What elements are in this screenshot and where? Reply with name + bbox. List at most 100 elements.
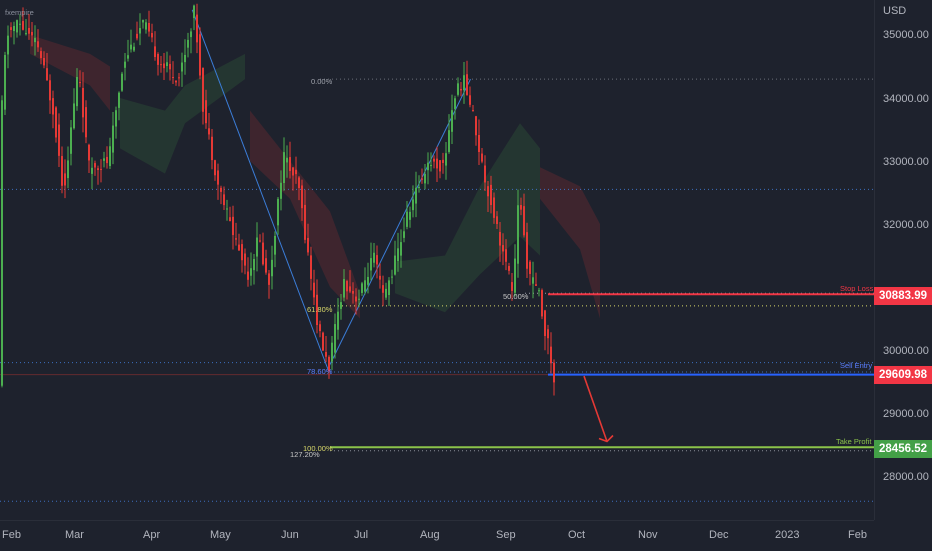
candle-body — [7, 35, 9, 55]
candle-body — [121, 73, 123, 91]
projection-arrow-head — [598, 434, 614, 443]
fib-78-label: 78.60% — [307, 367, 333, 376]
candle-body — [385, 288, 387, 298]
candle-body — [523, 206, 525, 236]
candle-body — [310, 255, 312, 279]
price-axis[interactable]: USD 35000.00 34000.00 33000.00 32000.00 … — [874, 0, 932, 520]
candle-body — [202, 67, 204, 112]
candle-body — [298, 177, 300, 189]
candle-body — [169, 63, 171, 70]
price-tick: 33000.00 — [883, 156, 929, 168]
candle-body — [277, 198, 279, 226]
candle-body — [133, 46, 135, 51]
candle-body — [55, 107, 57, 138]
candle-body — [295, 169, 297, 175]
candle-body — [166, 62, 168, 66]
candle-body — [325, 352, 327, 357]
time-axis[interactable]: Feb Mar Apr May Jun Jul Aug Sep Oct Nov … — [0, 520, 874, 551]
candle-body — [550, 346, 552, 364]
candle-body — [154, 46, 156, 58]
candle-body — [43, 57, 45, 66]
candle-body — [373, 252, 375, 263]
candle-body — [58, 124, 60, 156]
candle-body — [322, 332, 324, 351]
candle-body — [13, 25, 15, 32]
time-tick: Nov — [638, 529, 658, 541]
candle-body — [301, 185, 303, 209]
candle-body — [163, 63, 165, 69]
candle-body — [430, 165, 432, 167]
candle-body — [451, 110, 453, 132]
candle-body — [316, 294, 318, 326]
price-tick: 29000.00 — [883, 408, 929, 420]
candle-body — [463, 75, 465, 91]
candle-body — [304, 204, 306, 240]
cloud-segment — [30, 35, 110, 111]
candle-body — [490, 184, 492, 206]
candle-body — [460, 88, 462, 91]
candle-body — [223, 194, 225, 206]
candle-body — [343, 279, 345, 298]
candle-body — [400, 242, 402, 256]
candle-body — [46, 68, 48, 81]
candle-body — [535, 284, 537, 286]
candle-body — [97, 168, 99, 170]
candle-body — [103, 158, 105, 161]
price-tick: 28000.00 — [883, 471, 929, 483]
candle-body — [181, 62, 183, 72]
candle-body — [247, 271, 249, 280]
candle-body — [424, 174, 426, 184]
candle-body — [184, 54, 186, 63]
candle-body — [190, 31, 192, 38]
sell-entry-price-tag: 29609.98 — [874, 366, 932, 384]
candle-body — [130, 44, 132, 50]
candle-body — [370, 258, 372, 271]
candle-body — [235, 238, 237, 240]
candle-body — [307, 237, 309, 253]
candle-body — [355, 296, 357, 302]
cloud-segment — [540, 167, 600, 319]
candle-body — [34, 37, 36, 43]
candle-body — [337, 311, 339, 330]
candle-body — [391, 276, 393, 278]
candle-body — [436, 158, 438, 169]
candle-body — [514, 258, 516, 293]
candle-body — [1, 100, 3, 386]
time-tick: Oct — [568, 529, 586, 541]
sell-entry-label: Sell Entry — [840, 361, 873, 370]
candle-body — [544, 310, 546, 337]
candle-body — [517, 205, 519, 264]
currency-label: USD — [883, 5, 907, 17]
price-tick: 30000.00 — [883, 345, 929, 357]
candle-body — [85, 107, 87, 138]
fib-0-label: 0.00% — [311, 77, 333, 86]
candle-body — [376, 255, 378, 265]
candle-body — [403, 231, 405, 238]
candle-body — [289, 157, 291, 171]
candle-body — [496, 216, 498, 224]
candle-body — [502, 245, 504, 252]
candle-body — [364, 280, 366, 292]
candle-body — [115, 110, 117, 127]
candle-body — [88, 144, 90, 161]
candle-body — [526, 232, 528, 269]
candle-body — [379, 275, 381, 280]
candle-body — [82, 87, 84, 118]
candle-body — [532, 277, 534, 284]
candle-body — [367, 276, 369, 285]
fib-61-label: 61.80% — [307, 305, 333, 314]
candle-body — [454, 98, 456, 110]
candle-body — [40, 51, 42, 59]
candle-body — [145, 22, 147, 30]
cloud-segment — [395, 123, 540, 313]
time-tick: Mar — [65, 529, 84, 541]
time-tick: Apr — [143, 529, 161, 541]
candle-body — [136, 33, 138, 39]
candle-body — [397, 248, 399, 262]
candle-body — [61, 156, 63, 186]
candle-body — [472, 110, 474, 112]
candle-body — [241, 244, 243, 261]
candle-body — [388, 280, 390, 295]
time-tick: Sep — [496, 529, 516, 541]
